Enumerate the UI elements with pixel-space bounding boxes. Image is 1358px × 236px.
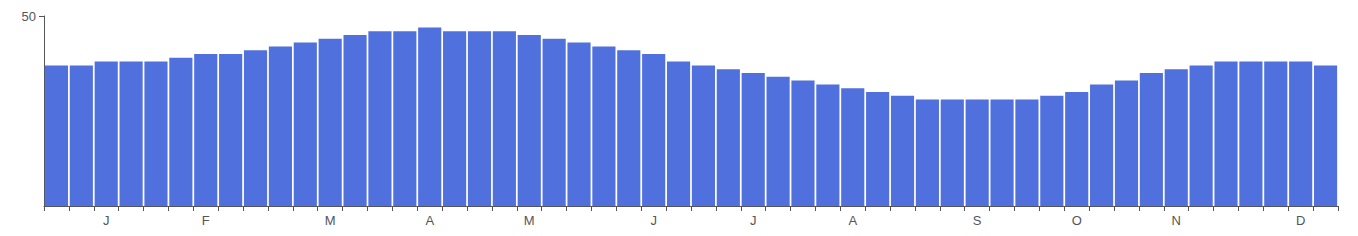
svg-text:M: M xyxy=(325,213,336,228)
svg-text:S: S xyxy=(973,213,982,228)
svg-text:M: M xyxy=(524,213,535,228)
svg-text:A: A xyxy=(848,213,857,228)
svg-text:J: J xyxy=(103,213,110,228)
svg-text:50: 50 xyxy=(22,9,36,24)
svg-text:J: J xyxy=(750,213,757,228)
svg-text:O: O xyxy=(1072,213,1082,228)
svg-text:J: J xyxy=(650,213,657,228)
svg-text:F: F xyxy=(202,213,210,228)
svg-text:D: D xyxy=(1296,213,1305,228)
svg-text:N: N xyxy=(1172,213,1181,228)
svg-text:A: A xyxy=(425,213,434,228)
